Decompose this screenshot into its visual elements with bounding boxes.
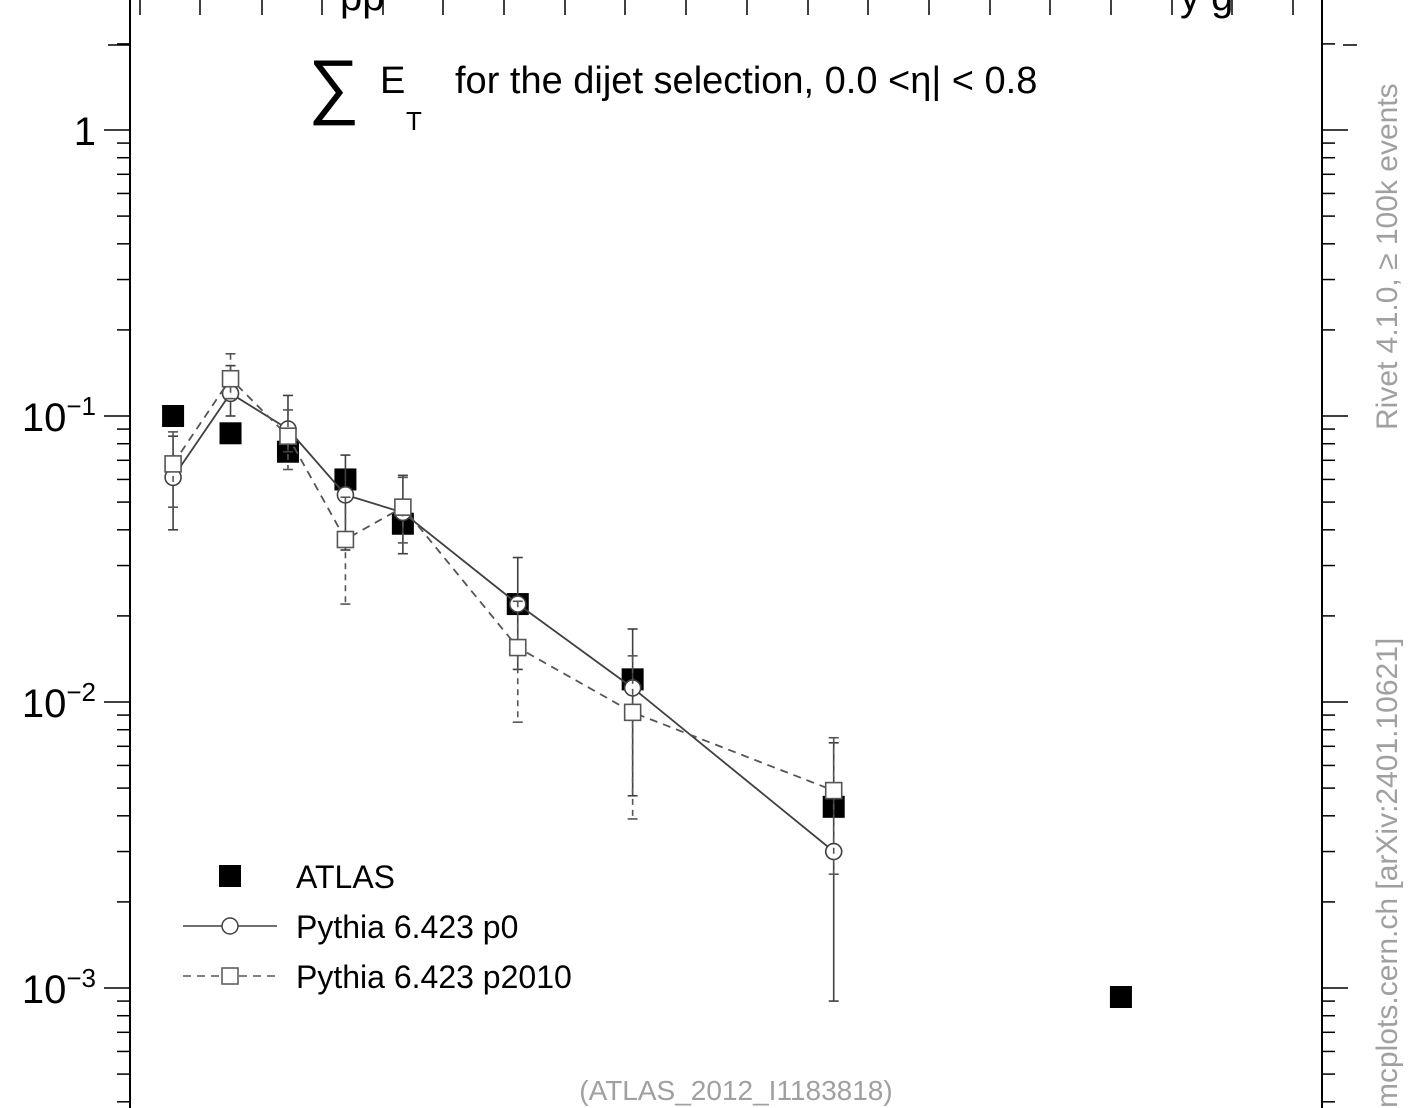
legend-label-atlas: ATLAS [296, 859, 395, 895]
y-tick-label: 10−1 [22, 391, 96, 440]
data-point [394, 498, 412, 516]
analysis-id-footer: (ATLAS_2012_I1183818) [579, 1075, 892, 1106]
data-point [219, 422, 242, 445]
y-tick-label: 10−3 [22, 963, 96, 1012]
series-layer [162, 352, 1132, 1009]
data-point [162, 405, 185, 427]
series-line [172, 392, 835, 853]
series-1 [164, 364, 843, 1002]
legend-marker-p2010 [221, 967, 239, 985]
legend-label-p0: Pythia 6.423 p0 [296, 909, 518, 945]
data-point [1109, 986, 1132, 1009]
y-tick-label: 10−2 [22, 677, 96, 726]
axis-ticks [104, 0, 1357, 1103]
title-text: for the dijet selection, 0.0 <η| < 0.8 [455, 60, 1037, 102]
data-point [164, 455, 182, 473]
title-sum-symbol: ∑ [308, 46, 359, 126]
data-point [221, 369, 240, 388]
title-symbol: E [380, 60, 405, 102]
side-label-mcplots: mcplots.cern.ch [arXiv:2401.10621] [1371, 638, 1404, 1108]
y-tick-labels: 1 10−1 10−2 10−3 [22, 110, 96, 1012]
series-line [172, 377, 835, 792]
clipped-top-text-left: pp [340, 0, 385, 19]
legend: ATLAS Pythia 6.423 p0 Pythia 6.423 p2010 [183, 859, 572, 995]
legend-label-p2010: Pythia 6.423 p2010 [296, 959, 572, 995]
y-tick-label: 1 [74, 110, 96, 154]
legend-marker-p0 [221, 917, 239, 935]
title-subscript: T [406, 106, 422, 136]
data-point [279, 427, 297, 445]
data-point [824, 781, 843, 800]
legend-marker-atlas [219, 865, 241, 887]
data-point [336, 530, 355, 549]
clipped-top-text-right: y g [1180, 0, 1233, 19]
data-point [623, 703, 642, 722]
chart-title: ∑ E T for the dijet selection, 0.0 <η| <… [308, 46, 1037, 136]
data-point [508, 638, 527, 657]
series-2 [164, 352, 843, 875]
side-label-rivet: Rivet 4.1.0, ≥ 100k events [1371, 83, 1404, 430]
plot-frame [129, 0, 1323, 1108]
